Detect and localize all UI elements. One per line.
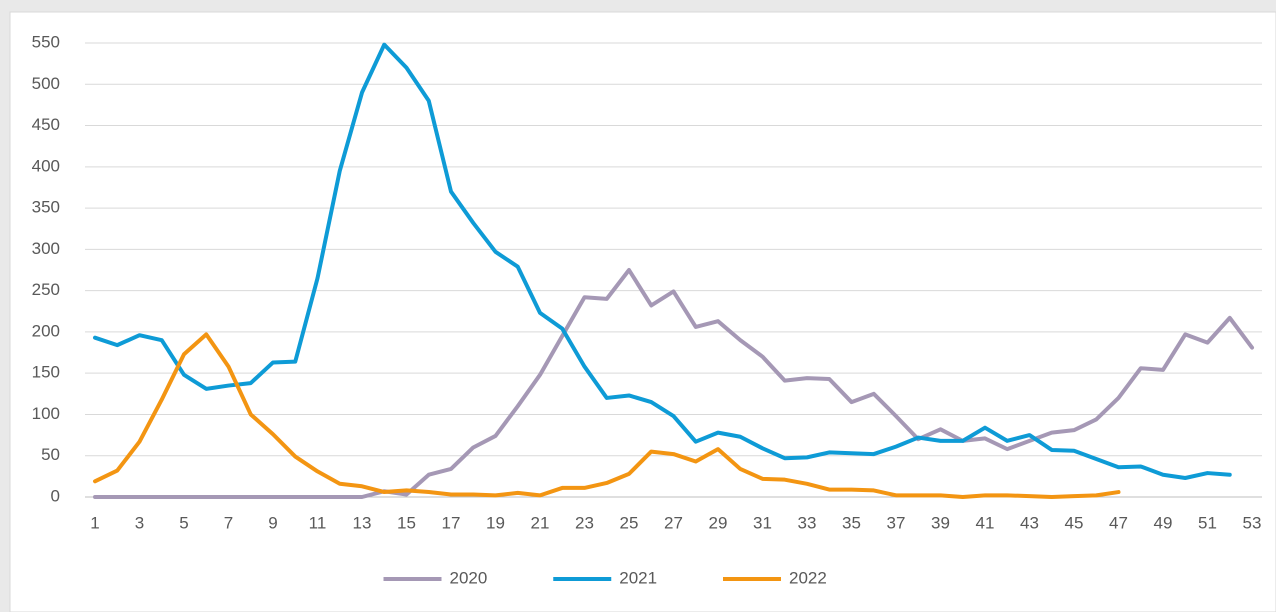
x-tick-label: 21 [531,513,550,532]
legend-label: 2022 [789,568,827,587]
y-tick-label: 550 [32,32,60,51]
x-tick-label: 5 [179,513,188,532]
x-tick-label: 1 [90,513,99,532]
y-tick-label: 50 [41,445,60,464]
x-tick-label: 29 [709,513,728,532]
x-tick-label: 17 [442,513,461,532]
x-tick-label: 7 [224,513,233,532]
x-tick-label: 33 [798,513,817,532]
y-tick-label: 300 [32,239,60,258]
x-tick-label: 43 [1020,513,1039,532]
x-tick-label: 9 [268,513,277,532]
x-tick-label: 13 [353,513,372,532]
x-tick-label: 11 [309,513,327,532]
x-tick-label: 35 [842,513,861,532]
x-tick-label: 3 [135,513,144,532]
y-tick-label: 200 [32,321,60,340]
y-tick-label: 150 [32,363,60,382]
x-tick-label: 27 [664,513,683,532]
series-line [93,268,1254,499]
legend-label: 2021 [619,568,657,587]
x-tick-label: 23 [575,513,594,532]
legend-label: 2020 [450,568,488,587]
x-tick-label: 47 [1109,513,1128,532]
series-line [93,42,1232,481]
series-line [93,332,1121,499]
y-tick-label: 400 [32,156,60,175]
y-tick-label: 350 [32,198,60,217]
plot [93,42,1254,499]
chart-area [9,11,1276,612]
x-tick-label: 51 [1198,513,1217,532]
x-tick-label: 41 [976,513,995,532]
x-tick-label: 15 [397,513,416,532]
y-tick-label: 450 [32,115,60,134]
y-tick-label: 0 [51,486,60,505]
x-tick-label: 39 [931,513,950,532]
x-tick-label: 31 [753,513,772,532]
legend: 2020 2021 2022 [383,568,827,587]
x-tick-label: 19 [486,513,505,532]
x-tick-label: 53 [1243,513,1262,532]
y-tick-label: 250 [32,280,60,299]
x-tick-label: 49 [1154,513,1173,532]
x-tick-label: 25 [620,513,639,532]
x-tick-label: 37 [887,513,906,532]
y-tick-label: 100 [32,404,60,423]
y-tick-label: 500 [32,74,60,93]
x-tick-label: 45 [1065,513,1084,532]
